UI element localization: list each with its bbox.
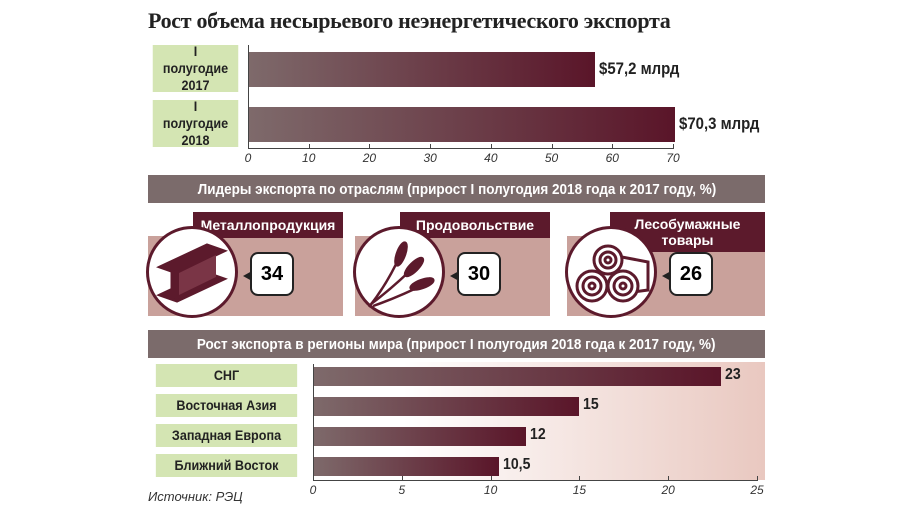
tick-label: 10 — [302, 151, 316, 165]
tick-label: 20 — [362, 151, 377, 165]
steel-beam-icon — [156, 243, 228, 303]
sector-name: Продовольствие — [400, 212, 550, 238]
data-label: 23 — [725, 365, 742, 383]
sector-card: Металлопродукция 34 — [146, 212, 343, 318]
chart-title: Рост объема несырьевого неэнергетическог… — [148, 8, 671, 33]
category-label: Западная Европа — [155, 424, 298, 447]
tick-label: 20 — [661, 483, 675, 497]
tick-label: 15 — [572, 483, 587, 497]
tick-label: 25 — [750, 483, 764, 497]
value-bubble: 34 — [243, 252, 294, 296]
data-label: 15 — [583, 395, 600, 413]
tick-mark — [579, 476, 581, 481]
data-label: 10,5 — [503, 455, 531, 473]
data-label: $57,2 млрд — [599, 58, 680, 78]
sectors-header: Лидеры экспорта по отраслям (прирост I п… — [148, 175, 765, 203]
wheat-icon — [368, 241, 435, 308]
logs-icon — [575, 244, 650, 303]
tick-label: 30 — [423, 151, 437, 165]
sector-card: Лесобумажные товары 26 — [565, 212, 765, 318]
tick-label: 0 — [244, 151, 252, 165]
x-axis — [248, 148, 674, 149]
tick-mark — [369, 144, 371, 149]
y-axis — [313, 364, 314, 480]
tick-mark — [313, 476, 314, 481]
tick-mark — [308, 144, 310, 149]
tick-mark — [673, 144, 674, 149]
tick-mark — [757, 476, 758, 481]
value-bubble: 30 — [450, 252, 501, 296]
bar — [313, 457, 500, 476]
y-axis — [248, 45, 249, 148]
data-label: $70,3 млрд — [678, 113, 760, 133]
tick-label: 70 — [666, 151, 680, 165]
tick-label: 40 — [484, 151, 498, 165]
sectors-header-text: Лидеры экспорта по отраслям (прирост I п… — [197, 180, 716, 198]
tick-mark — [668, 476, 670, 481]
bar — [313, 427, 527, 446]
tick-label: 5 — [398, 483, 406, 497]
tick-label: 0 — [309, 483, 317, 497]
sector-name: Металлопродукция — [193, 212, 343, 238]
tick-mark — [551, 144, 553, 149]
tick-mark — [490, 144, 492, 149]
category-label: I полугодие 2017 — [152, 43, 239, 93]
value-bubble: 26 — [662, 252, 713, 296]
tick-mark — [430, 144, 432, 149]
category-label: I полугодие 2018 — [152, 98, 239, 148]
tick-label: 10 — [483, 483, 498, 497]
tick-label: 60 — [605, 151, 619, 165]
tick-mark — [490, 476, 492, 481]
tick-label: 50 — [544, 151, 559, 165]
category-label: Восточная Азия — [155, 394, 298, 417]
bar — [248, 107, 675, 142]
regions-header-text: Рост экспорта в регионы мира (прирост I … — [197, 335, 716, 353]
steel-beam-icon — [146, 226, 238, 318]
bar — [248, 52, 596, 87]
tick-mark — [401, 476, 403, 481]
x-axis — [313, 480, 758, 481]
bar — [313, 367, 722, 386]
sector-name: Лесобумажные товары — [610, 212, 765, 252]
sector-card: Продовольствие 30 — [353, 212, 550, 318]
category-label: Ближний Восток — [155, 454, 298, 477]
bar — [313, 397, 580, 416]
tick-mark — [612, 144, 614, 149]
category-label: СНГ — [155, 364, 298, 387]
data-label: 12 — [530, 425, 546, 443]
regions-header: Рост экспорта в регионы мира (прирост I … — [148, 330, 765, 358]
source-note: Источник: РЭЦ — [148, 489, 243, 504]
wheat-icon — [353, 226, 445, 318]
logs-icon — [565, 226, 657, 318]
tick-mark — [248, 144, 249, 149]
